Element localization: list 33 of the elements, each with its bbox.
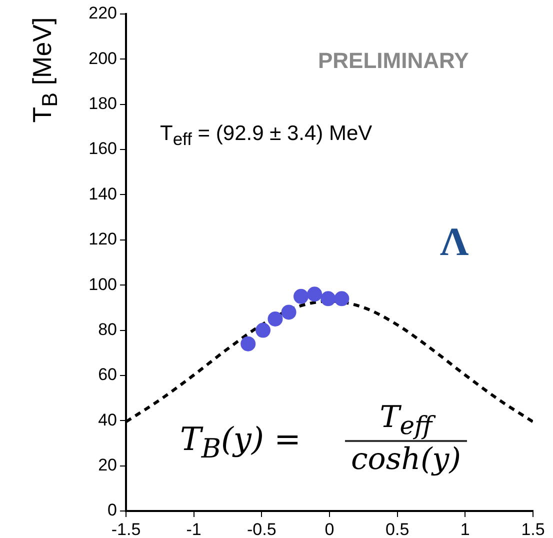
x-tick-label: 0.5 (386, 520, 410, 538)
y-tick-label: 100 (88, 274, 117, 294)
annotation: T$_{eff}$ (345, 400, 467, 442)
annotation: PRELIMINARY (318, 48, 469, 74)
x-tick-label: -1 (186, 520, 202, 538)
annotation: cosh(y) (350, 442, 462, 477)
y-tick-label: 60 (98, 365, 117, 384)
point (334, 291, 350, 306)
y-tick-label: 200 (88, 48, 117, 68)
x-tick-label: 1.5 (521, 520, 545, 538)
x-tick-label: -1.5 (111, 520, 141, 538)
y-tick-label: 160 (88, 139, 117, 158)
y-tick-label: 20 (98, 456, 117, 475)
y-tick-label: 140 (88, 184, 117, 204)
point (294, 288, 309, 304)
y-tick-label: 40 (98, 410, 117, 430)
x-tick-label: 0 (324, 520, 334, 538)
y-tick-label: 220 (88, 4, 117, 23)
x-tick-label: -0.5 (247, 520, 276, 538)
point (281, 304, 296, 320)
y-tick-label: 0 (108, 500, 117, 520)
annotation: T$_{B}$(y) = (180, 420, 301, 464)
annotation: T$_{eff}$ = (92.9 ± 3.4) MeV (160, 122, 372, 150)
point (240, 336, 256, 352)
point (320, 291, 336, 306)
y-tick-label: 120 (88, 230, 117, 249)
y-tick-label: 180 (88, 94, 117, 114)
point (268, 311, 283, 326)
point (256, 322, 271, 338)
x-tick-label: 1 (460, 520, 470, 538)
point (307, 286, 322, 302)
annotation: Λ (440, 218, 469, 265)
y-tick-label: 80 (98, 320, 117, 339)
